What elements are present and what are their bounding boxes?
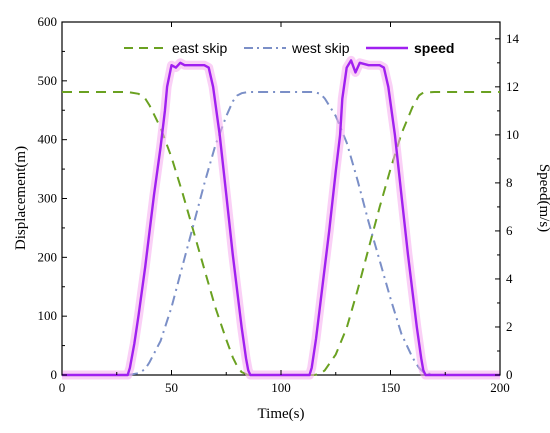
x-tick-label: 150	[381, 380, 401, 395]
y-right-tick-label: 2	[506, 319, 513, 334]
y-left-tick-label: 600	[38, 14, 58, 29]
series-speed-band	[62, 55, 500, 380]
y-right-tick-label: 4	[506, 271, 513, 286]
y-left-tick-label: 0	[51, 367, 58, 382]
series-west-skip-line	[62, 91, 500, 376]
y-right-tick-label: 8	[506, 175, 513, 190]
series-east-skip-line	[62, 91, 500, 376]
x-tick-label: 100	[271, 380, 291, 395]
legend-west-skip-label: west skip	[291, 40, 350, 56]
x-tick-label: 0	[59, 380, 66, 395]
y-left-tick-label: 500	[38, 73, 58, 88]
y-left-axis-title: Displacement(m)	[13, 146, 29, 250]
y-right-axis-title: Speed(m/s)	[536, 164, 550, 232]
y-right-tick-label: 14	[506, 31, 520, 46]
x-tick-label: 50	[165, 380, 178, 395]
ticks-layer: 0 50 100 150 2000100200300400500600024681012…	[38, 14, 520, 395]
series-speed-line	[62, 59, 500, 377]
legend-east-skip-label: east skip	[172, 40, 227, 56]
y-left-tick-label: 300	[38, 191, 58, 206]
y-right-tick-label: 6	[506, 223, 513, 238]
plot-area: 0 50 100 150 2000100200300400500600024681012…	[38, 14, 520, 395]
y-left-tick-label: 400	[38, 132, 58, 147]
x-tick-label: 200	[490, 380, 510, 395]
y-right-tick-label: 10	[506, 127, 519, 142]
y-left-tick-label: 200	[38, 249, 58, 264]
legend: east skip west skip speed	[124, 40, 454, 56]
series-layer	[62, 55, 500, 380]
y-right-tick-label: 12	[506, 79, 519, 94]
plot-frame	[61, 21, 501, 376]
y-left-tick-label: 100	[38, 308, 58, 323]
x-axis-title: Time(s)	[258, 406, 305, 422]
y-right-tick-label: 0	[506, 367, 513, 382]
legend-speed-label: speed	[414, 40, 454, 56]
